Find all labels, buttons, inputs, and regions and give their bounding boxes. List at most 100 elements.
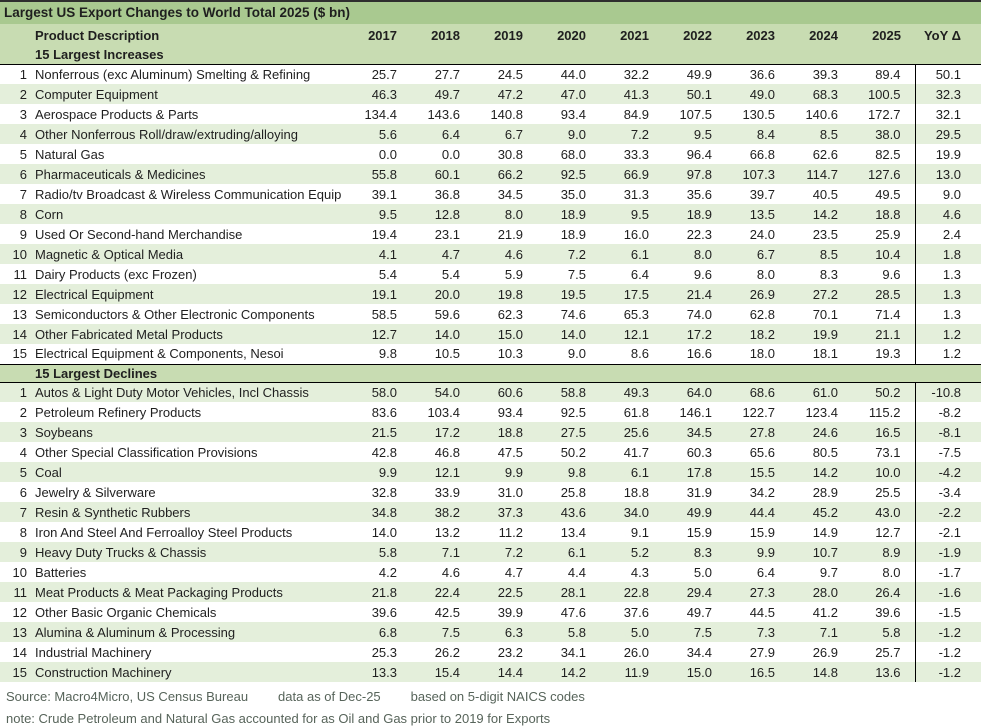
year-value-cell: 49.7 [663, 602, 726, 622]
year-value-cell: 39.6 [852, 602, 915, 622]
product-name-cell: Other Fabricated Metal Products [30, 324, 348, 344]
year-value-cell: 13.5 [726, 204, 789, 224]
year-value-cell: 92.5 [537, 164, 600, 184]
declines-section: 15 Largest Declines 1 Autos & Light Duty M… [0, 363, 981, 682]
year-value-cell: 34.8 [348, 502, 411, 522]
year-value-cell: 46.8 [411, 442, 474, 462]
table-row: 12 Other Basic Organic Chemicals 39.6 42.5 3… [0, 602, 981, 622]
year-value-cell: 34.0 [600, 502, 663, 522]
year-value-cell: 15.4 [411, 662, 474, 682]
year-value-cell: 36.6 [726, 64, 789, 84]
year-value-cell: 21.4 [663, 284, 726, 304]
row-number-cell: 7 [0, 184, 30, 204]
year-value-cell: 39.3 [789, 64, 852, 84]
year-value-cell: 17.2 [411, 422, 474, 442]
source-line: Source: Macro4Micro, US Census Bureau dat… [6, 689, 981, 704]
year-value-cell: 8.5 [789, 244, 852, 264]
year-value-cell: 26.2 [411, 642, 474, 662]
year-value-cell: 9.0 [537, 124, 600, 144]
year-value-cell: 30.8 [474, 144, 537, 164]
product-name-cell: Alumina & Aluminum & Processing [30, 622, 348, 642]
year-value-cell: 9.8 [537, 462, 600, 482]
year-value-cell: 6.1 [600, 244, 663, 264]
year-value-cell: 6.4 [726, 562, 789, 582]
year-value-cell: 14.8 [789, 662, 852, 682]
year-value-cell: 39.7 [726, 184, 789, 204]
year-value-cell: 122.7 [726, 402, 789, 422]
table-row: 11 Dairy Products (exc Frozen) 5.4 5.4 5.9 7.… [0, 264, 981, 284]
year-value-cell: 0.0 [411, 144, 474, 164]
year-value-cell: 10.5 [411, 344, 474, 365]
year-value-cell: 65.3 [600, 304, 663, 324]
product-name-cell: Jewelry & Silverware [30, 482, 348, 502]
table-row: 4 Other Nonferrous Roll/draw/extruding/al… [0, 124, 981, 144]
table-row: 8 Corn 9.5 12.8 8.0 18.9 9.5 18.9 13.5 14.2 18.8 4.… [0, 204, 981, 224]
yoy-delta-cell: 32.3 [914, 84, 981, 104]
table-row: 1 Nonferrous (exc Aluminum) Smelting & Re… [0, 64, 981, 84]
year-value-cell: 41.3 [600, 84, 663, 104]
yoy-delta-cell: -1.2 [914, 662, 981, 682]
year-value-cell: 12.7 [852, 522, 915, 542]
year-value-cell: 12.7 [348, 324, 411, 344]
table-row: 13 Semiconductors & Other Electronic Comp… [0, 304, 981, 324]
yoy-delta-cell: -7.5 [914, 442, 981, 462]
year-value-cell: 8.9 [852, 542, 915, 562]
year-value-cell: 27.2 [789, 284, 852, 304]
year-value-cell: 21.8 [348, 582, 411, 602]
year-value-cell: 68.6 [726, 382, 789, 402]
year-value-cell: 31.3 [600, 184, 663, 204]
product-name-cell: Radio/tv Broadcast & Wireless Communicat… [30, 184, 348, 204]
product-name-cell: Iron And Steel And Ferroalloy Steel Prod… [30, 522, 348, 542]
year-value-cell: 5.8 [348, 542, 411, 562]
year-value-cell: 27.9 [726, 642, 789, 662]
year-value-cell: 12.1 [411, 462, 474, 482]
year-value-cell: 60.6 [474, 382, 537, 402]
year-value-cell: 47.0 [537, 84, 600, 104]
year-value-cell: 40.5 [789, 184, 852, 204]
year-value-cell: 6.3 [474, 622, 537, 642]
year-value-cell: 12.8 [411, 204, 474, 224]
product-name-cell: Other Basic Organic Chemicals [30, 602, 348, 622]
year-value-cell: 18.9 [663, 204, 726, 224]
year-value-cell: 14.4 [474, 662, 537, 682]
year-value-cell: 80.5 [789, 442, 852, 462]
year-value-cell: 50.1 [663, 84, 726, 104]
year-value-cell: 17.5 [600, 284, 663, 304]
year-value-cell: 5.8 [852, 622, 915, 642]
year-value-cell: 18.1 [789, 344, 852, 365]
year-value-cell: 7.2 [600, 124, 663, 144]
row-number-cell: 7 [0, 502, 30, 522]
year-value-cell: 68.0 [537, 144, 600, 164]
row-number-cell: 13 [0, 304, 30, 324]
year-header: 2025 [852, 24, 915, 46]
year-value-cell: 9.8 [348, 344, 411, 365]
year-value-cell: 127.6 [852, 164, 915, 184]
yoy-delta-cell: -1.2 [914, 622, 981, 642]
year-value-cell: 26.9 [789, 642, 852, 662]
row-number-cell: 14 [0, 642, 30, 662]
year-value-cell: 14.0 [348, 522, 411, 542]
row-number-cell: 6 [0, 482, 30, 502]
year-value-cell: 35.0 [537, 184, 600, 204]
year-value-cell: 10.7 [789, 542, 852, 562]
year-value-cell: 4.1 [348, 244, 411, 264]
year-value-cell: 49.0 [726, 84, 789, 104]
yoy-delta-cell: -1.7 [914, 562, 981, 582]
year-value-cell: 34.1 [537, 642, 600, 662]
year-value-cell: 22.4 [411, 582, 474, 602]
yoy-delta-cell: 19.9 [914, 144, 981, 164]
export-table: Product Description 2017 2018 2019 2020 … [0, 24, 981, 682]
year-value-cell: 130.5 [726, 104, 789, 124]
row-number-cell: 2 [0, 402, 30, 422]
year-value-cell: 31.9 [663, 482, 726, 502]
year-value-cell: 93.4 [474, 402, 537, 422]
year-value-cell: 26.0 [600, 642, 663, 662]
year-value-cell: 7.3 [726, 622, 789, 642]
row-number-cell: 8 [0, 204, 30, 224]
year-value-cell: 6.4 [600, 264, 663, 284]
increases-section: 15 Largest Increases 1 Nonferrous (exc Alu… [0, 46, 981, 365]
year-value-cell: 47.5 [474, 442, 537, 462]
yoy-delta-cell: -8.1 [914, 422, 981, 442]
year-value-cell: 13.6 [852, 662, 915, 682]
year-value-cell: 25.8 [537, 482, 600, 502]
